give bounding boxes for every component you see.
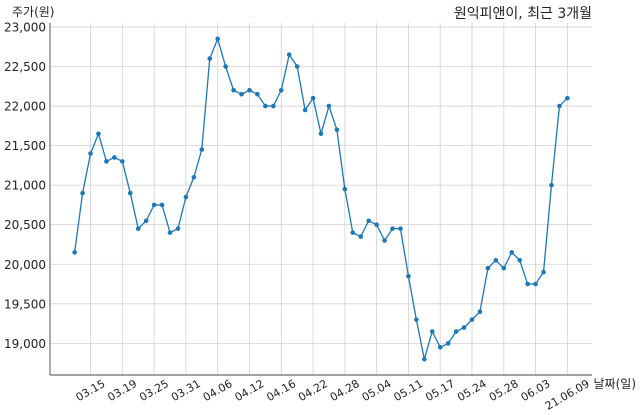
data-point [183,194,189,200]
y-axis-label: 주가(원) [12,5,54,19]
data-point [517,258,522,263]
data-point [541,269,546,275]
data-point [318,131,324,137]
data-point [382,238,387,243]
data-point [127,190,133,196]
data-point [215,36,220,42]
y-tick-label: 21,000 [4,179,46,193]
data-point [239,91,244,97]
data-point [326,103,332,109]
data-point [286,52,292,57]
data-point [493,258,499,263]
data-point [167,230,173,235]
data-point [151,202,157,208]
data-point [549,182,554,188]
x-axis-label: 날짜(일) [594,377,636,391]
data-point [263,103,268,109]
y-tick-label: 20,500 [4,218,46,232]
data-point [429,329,435,334]
data-point [143,218,149,224]
data-point [525,281,530,287]
data-point [199,147,205,152]
data-point [278,87,284,93]
data-point [207,56,213,61]
y-tick-labels: 19,000 19,500 20,000 20,500 21,000 21,500 22,0… [4,20,46,350]
data-point [533,281,538,287]
data-point [88,151,93,156]
data-point [477,309,483,315]
data-point [557,103,562,109]
data-point [255,91,260,97]
data-point [310,95,316,101]
data-point [437,345,443,350]
data-point [96,131,101,137]
data-point [366,218,371,224]
data-point [231,87,236,93]
y-tick-label: 19,000 [4,337,46,351]
data-point [342,186,348,192]
data-point [72,250,77,255]
data-point [445,341,451,346]
y-tick-label: 21,500 [4,139,46,153]
chart-title: 원익피앤이, 최근 3개월 [454,6,592,22]
data-point [334,127,340,133]
data-point [112,155,117,160]
data-point [485,265,491,271]
data-point [398,226,403,231]
axes [49,23,592,376]
data-point [414,317,419,322]
data-point [501,265,507,271]
data-point [358,234,364,239]
data-point [104,159,109,164]
data-point [350,230,356,235]
data-point [461,325,467,330]
data-point [175,226,181,231]
data-point [247,87,252,93]
data-point [159,202,165,208]
data-point [223,64,228,69]
data-point [135,226,141,231]
data-point [453,329,459,334]
data-point [294,64,300,69]
data-points [72,36,570,362]
y-tick-label: 22,000 [4,100,46,114]
data-point [509,250,515,255]
data-point [120,159,125,164]
data-point [80,190,85,196]
data-point [422,356,427,362]
y-tick-label: 19,500 [4,297,46,311]
y-tick-label: 23,000 [4,20,46,34]
data-point [302,107,308,113]
data-point [390,226,395,231]
y-tick-label: 22,500 [4,60,46,74]
data-point [271,103,276,109]
data-point [374,222,379,228]
data-point [565,95,570,101]
y-tick-label: 20,000 [4,258,46,272]
data-point [406,273,411,279]
data-point [191,174,197,180]
data-point [469,317,475,322]
